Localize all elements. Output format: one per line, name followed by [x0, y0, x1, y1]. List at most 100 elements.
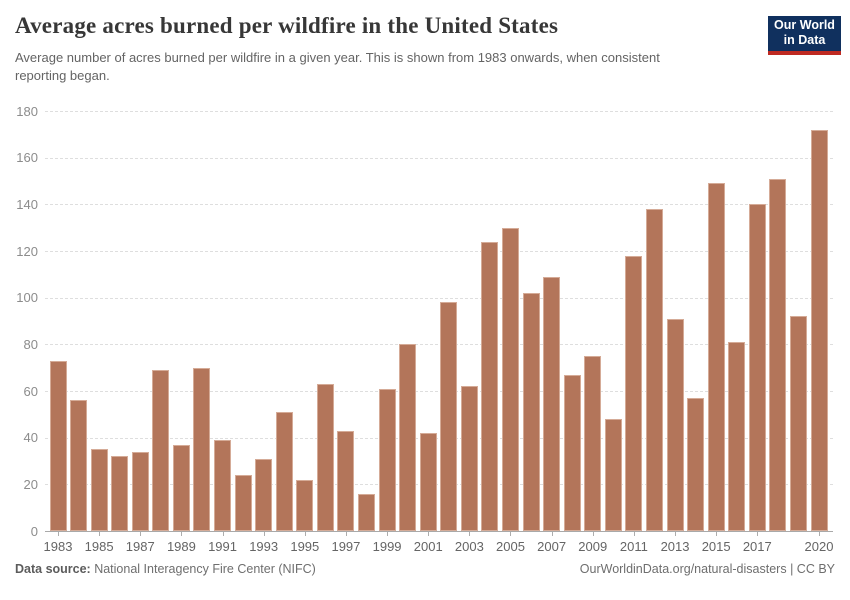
- bar-1988[interactable]: [152, 370, 170, 531]
- owid-logo-line2: in Data: [783, 33, 826, 47]
- x-axis-tick-1985: [99, 532, 101, 536]
- x-axis-tick-1995: [304, 532, 306, 536]
- bar-1996[interactable]: [316, 384, 334, 531]
- bar-1991[interactable]: [214, 440, 232, 531]
- bar-1994[interactable]: [275, 412, 293, 531]
- owid-logo-line1: Our World: [774, 18, 835, 32]
- x-axis-label-2017: 2017: [742, 539, 772, 554]
- x-axis-label-1991: 1991: [208, 539, 237, 554]
- x-axis-tick-2007: [551, 532, 553, 536]
- license-text: | CC BY: [786, 562, 835, 576]
- bar-2004[interactable]: [481, 241, 499, 531]
- bar-1992[interactable]: [234, 475, 252, 531]
- bar-2015[interactable]: [707, 183, 725, 531]
- bar-2014[interactable]: [687, 398, 705, 531]
- x-axis-label-1993: 1993: [249, 539, 279, 554]
- y-axis-label-0: 0: [30, 523, 38, 539]
- chart-title: Average acres burned per wildfire in the…: [15, 13, 559, 38]
- gridline-20: [45, 484, 833, 486]
- bar-2002[interactable]: [440, 302, 458, 531]
- bar-1999[interactable]: [378, 388, 396, 531]
- y-axis-label-60: 60: [23, 383, 38, 399]
- gridline-120: [45, 251, 833, 252]
- x-axis-line: [45, 531, 833, 532]
- y-axis-label-140: 140: [16, 196, 38, 212]
- bar-2016[interactable]: [728, 342, 746, 531]
- x-axis-tick-1987: [140, 532, 142, 536]
- chart-footer: Data source: National Interagency Fire C…: [15, 562, 835, 576]
- x-axis-label-1983: 1983: [43, 539, 73, 554]
- x-axis-tick-1989: [181, 532, 183, 536]
- bar-1985[interactable]: [90, 449, 108, 531]
- x-axis-tick-1983: [58, 532, 59, 536]
- bar-1997[interactable]: [337, 430, 355, 531]
- gridline-80: [45, 344, 833, 346]
- bar-2011[interactable]: [625, 255, 643, 531]
- bar-2005[interactable]: [501, 227, 519, 531]
- bar-1983[interactable]: [49, 360, 67, 531]
- bar-2000[interactable]: [399, 344, 417, 531]
- x-axis-tick-2013: [675, 532, 677, 536]
- bar-2007[interactable]: [543, 276, 561, 531]
- bar-2018[interactable]: [769, 178, 787, 531]
- bar-2013[interactable]: [666, 318, 684, 531]
- bar-1986[interactable]: [111, 456, 129, 531]
- gridline-160: [45, 157, 833, 159]
- gridline-100: [45, 297, 833, 299]
- owid-url-link[interactable]: OurWorldinData.org/natural-disasters: [579, 562, 787, 576]
- x-axis-label-2003: 2003: [454, 539, 484, 554]
- x-axis-tick-1999: [387, 532, 389, 536]
- x-axis-label-2007: 2007: [537, 539, 567, 554]
- bar-2009[interactable]: [584, 356, 602, 531]
- x-axis-label-2011: 2011: [619, 539, 648, 554]
- x-axis-tick-2003: [469, 532, 471, 536]
- owid-logo[interactable]: Our World in Data: [768, 16, 841, 55]
- bar-1998[interactable]: [358, 493, 376, 531]
- x-axis-tick-2005: [510, 532, 512, 536]
- bar-1989[interactable]: [172, 444, 190, 531]
- bar-2020[interactable]: [810, 129, 828, 531]
- y-axis-label-160: 160: [16, 150, 38, 166]
- x-axis-tick-2001: [428, 532, 430, 536]
- gridline-140: [45, 204, 833, 206]
- y-axis-label-120: 120: [16, 243, 38, 259]
- x-axis-tick-1993: [263, 532, 265, 536]
- x-axis-label-1999: 1999: [372, 539, 402, 554]
- bar-2010[interactable]: [604, 419, 622, 531]
- data-source-text: National Interagency Fire Center (NIFC): [90, 562, 316, 576]
- x-axis-label-1995: 1995: [290, 539, 320, 554]
- bar-1993[interactable]: [255, 458, 273, 531]
- bar-1995[interactable]: [296, 479, 314, 531]
- x-axis-label-2009: 2009: [578, 539, 608, 554]
- x-axis-tick-2009: [592, 532, 594, 536]
- y-axis-label-40: 40: [23, 430, 38, 446]
- x-axis-label-2013: 2013: [660, 539, 690, 554]
- x-axis-label-2015: 2015: [701, 539, 731, 554]
- bar-2008[interactable]: [563, 374, 581, 531]
- y-axis-label-100: 100: [16, 290, 38, 306]
- bar-2003[interactable]: [460, 386, 478, 531]
- y-axis-label-180: 180: [16, 103, 38, 119]
- x-axis-label-2020: 2020: [804, 539, 834, 554]
- y-axis-label-80: 80: [23, 336, 38, 352]
- x-axis-tick-2015: [716, 532, 718, 536]
- x-axis-label-1987: 1987: [125, 539, 155, 554]
- x-axis-label-1989: 1989: [166, 539, 196, 554]
- x-axis-tick-2011: [633, 532, 635, 536]
- bar-1987[interactable]: [131, 451, 149, 531]
- bar-2012[interactable]: [645, 209, 663, 531]
- bar-2001[interactable]: [419, 433, 437, 531]
- chart-subtitle: Average number of acres burned per wildf…: [15, 50, 660, 83]
- bar-1984[interactable]: [70, 400, 88, 531]
- x-axis-tick-2020: [819, 532, 821, 536]
- bar-2017[interactable]: [748, 204, 766, 531]
- data-source-note: Data source: National Interagency Fire C…: [15, 562, 316, 576]
- bar-2019[interactable]: [789, 316, 807, 531]
- bar-2006[interactable]: [522, 293, 540, 531]
- bar-1990[interactable]: [193, 367, 211, 531]
- x-axis-label-1997: 1997: [331, 539, 361, 554]
- gridline-40: [45, 437, 833, 439]
- x-axis-label-2005: 2005: [496, 539, 525, 554]
- x-axis-label-1985: 1985: [84, 539, 114, 554]
